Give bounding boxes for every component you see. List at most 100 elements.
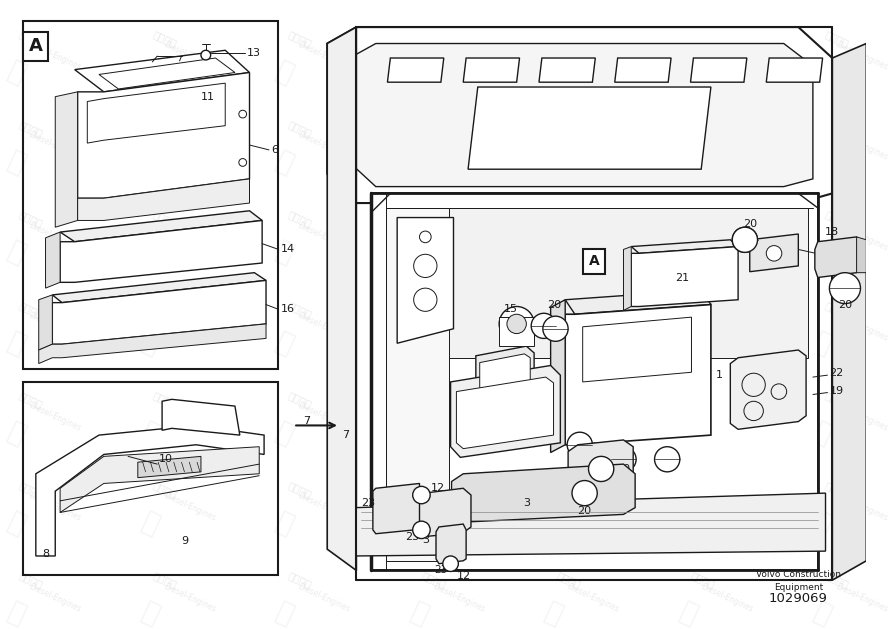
Text: 门: 门: [809, 57, 836, 89]
Text: 柴发动力: 柴发动力: [152, 571, 179, 590]
Text: 柴发动力: 柴发动力: [690, 29, 716, 48]
Text: 门: 门: [675, 327, 701, 359]
Text: 柴发动力: 柴发动力: [555, 209, 582, 229]
Text: 16: 16: [280, 304, 295, 314]
Polygon shape: [55, 92, 77, 227]
Text: Diesel-Engines: Diesel-Engines: [834, 581, 889, 613]
Text: 柴发动力: 柴发动力: [421, 119, 448, 139]
Circle shape: [413, 486, 430, 504]
Text: 门: 门: [540, 237, 567, 269]
Polygon shape: [417, 488, 471, 537]
Text: 19: 19: [829, 386, 844, 396]
Text: 门: 门: [271, 598, 298, 629]
Text: 柴发动力: 柴发动力: [18, 480, 44, 499]
Text: 柴发动力: 柴发动力: [824, 390, 851, 409]
Polygon shape: [457, 377, 554, 448]
Text: 柴发动力: 柴发动力: [824, 209, 851, 229]
Text: 1029069: 1029069: [769, 592, 828, 604]
Text: 门: 门: [3, 57, 30, 89]
Text: Diesel-Engines: Diesel-Engines: [162, 221, 217, 253]
Text: Volvo Construction
Equipment: Volvo Construction Equipment: [756, 571, 841, 592]
Text: Diesel-Engines: Diesel-Engines: [431, 491, 486, 523]
Text: 门: 门: [809, 147, 836, 179]
Polygon shape: [480, 354, 530, 392]
Text: 门: 门: [406, 147, 433, 179]
Text: 13: 13: [247, 48, 261, 58]
Text: 门: 门: [540, 508, 567, 540]
Polygon shape: [371, 193, 818, 571]
Polygon shape: [61, 447, 259, 513]
Text: 门: 门: [137, 147, 165, 179]
Polygon shape: [53, 281, 266, 344]
Polygon shape: [451, 464, 635, 522]
Text: 14: 14: [280, 245, 295, 255]
Text: 17: 17: [526, 425, 540, 435]
Text: Diesel-Engines: Diesel-Engines: [162, 491, 217, 523]
Text: 柴发动力: 柴发动力: [287, 571, 313, 590]
Text: 门: 门: [3, 147, 30, 179]
Text: 10: 10: [159, 454, 174, 464]
Text: 门: 门: [540, 598, 567, 629]
Text: 柴发动力: 柴发动力: [421, 209, 448, 229]
Text: 门: 门: [3, 237, 30, 269]
Text: 20: 20: [616, 464, 630, 474]
Text: Diesel-Engines: Diesel-Engines: [28, 491, 83, 523]
Text: 门: 门: [137, 327, 165, 359]
Polygon shape: [766, 58, 822, 82]
Text: 柴发动力: 柴发动力: [287, 299, 313, 320]
Text: 柴发动力: 柴发动力: [287, 119, 313, 139]
Bar: [23, 382, 278, 576]
Circle shape: [499, 306, 534, 342]
Text: 柴发动力: 柴发动力: [421, 299, 448, 320]
Text: Diesel-Engines: Diesel-Engines: [296, 311, 352, 343]
Text: 柴发动力: 柴发动力: [690, 480, 716, 499]
Polygon shape: [551, 300, 565, 452]
Text: 22: 22: [829, 368, 844, 378]
Text: Diesel-Engines: Diesel-Engines: [431, 401, 486, 433]
Polygon shape: [832, 43, 866, 580]
Polygon shape: [87, 83, 225, 143]
Text: 3: 3: [423, 535, 429, 545]
Text: 门: 门: [137, 598, 165, 629]
Text: Diesel-Engines: Diesel-Engines: [834, 221, 889, 253]
Circle shape: [611, 447, 636, 472]
Circle shape: [239, 159, 247, 166]
Text: 门: 门: [540, 147, 567, 179]
Text: 门: 门: [137, 57, 165, 89]
Polygon shape: [468, 87, 711, 169]
Polygon shape: [397, 218, 454, 343]
Text: 5: 5: [478, 393, 485, 403]
Text: Diesel-Engines: Diesel-Engines: [162, 401, 217, 433]
Polygon shape: [53, 272, 266, 303]
Text: 门: 门: [675, 417, 701, 450]
Circle shape: [732, 227, 757, 252]
Polygon shape: [99, 58, 235, 89]
Text: 门: 门: [271, 417, 298, 450]
Polygon shape: [373, 484, 419, 534]
Text: 20: 20: [578, 506, 592, 516]
Polygon shape: [568, 440, 633, 492]
Text: 1: 1: [716, 370, 723, 380]
Text: 门: 门: [3, 327, 30, 359]
Polygon shape: [583, 317, 692, 382]
Polygon shape: [476, 346, 534, 394]
Text: Diesel-Engines: Diesel-Engines: [296, 221, 352, 253]
Circle shape: [413, 521, 430, 538]
Text: 15: 15: [504, 304, 518, 314]
Text: 柴发动力: 柴发动力: [555, 571, 582, 590]
Text: 柴发动力: 柴发动力: [18, 209, 44, 229]
Text: Diesel-Engines: Diesel-Engines: [162, 40, 217, 72]
Text: Diesel-Engines: Diesel-Engines: [162, 130, 217, 162]
Text: 9: 9: [182, 537, 189, 547]
Text: 柴发动力: 柴发动力: [421, 571, 448, 590]
Text: Diesel-Engines: Diesel-Engines: [700, 581, 755, 613]
Text: 18: 18: [825, 227, 839, 237]
Text: 门: 门: [271, 237, 298, 269]
Polygon shape: [328, 27, 356, 571]
Text: Diesel-Engines: Diesel-Engines: [565, 311, 620, 343]
Text: 20: 20: [742, 220, 756, 230]
Text: 柴发动力: 柴发动力: [555, 119, 582, 139]
Text: 门: 门: [3, 417, 30, 450]
Polygon shape: [615, 58, 671, 82]
Text: Diesel-Engines: Diesel-Engines: [565, 491, 620, 523]
